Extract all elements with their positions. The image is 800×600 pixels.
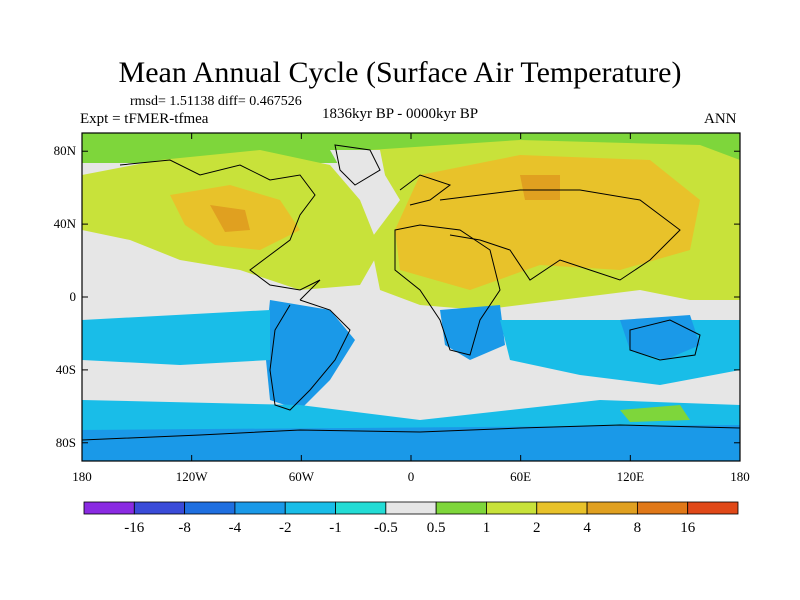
field-so-green	[620, 405, 690, 422]
field-greenland	[330, 150, 385, 185]
colorbar-swatch	[636, 501, 689, 515]
temperature-field	[82, 133, 740, 461]
colorbar-swatch	[435, 501, 487, 515]
coastlines	[82, 144, 740, 441]
lat-tick-label: 80N	[53, 143, 76, 159]
colorbar	[83, 501, 739, 515]
colorbar-swatch	[687, 501, 739, 515]
colorbar-label: -4	[228, 520, 242, 536]
field-africa-south	[440, 305, 505, 360]
colorbar-label: 8	[633, 520, 642, 536]
colorbar-label: 1	[482, 520, 491, 536]
colorbar-swatch	[536, 501, 588, 515]
colorbar-swatch	[83, 501, 135, 515]
colorbar-label: 2	[533, 520, 541, 536]
field-antarctica	[82, 425, 740, 461]
field-south-pacific	[82, 310, 270, 365]
colorbar-label: 4	[583, 520, 591, 536]
lat-tick-label: 0	[69, 289, 77, 304]
lon-tick-label: 60E	[510, 469, 532, 484]
colorbar-label: 0.5	[426, 520, 446, 536]
colorbar-label: 16	[680, 520, 696, 536]
colorbar-swatch	[234, 501, 286, 515]
field-eurasia-orange	[395, 155, 700, 290]
colorbar-label: -2	[278, 520, 292, 536]
lon-tick-label: 180	[72, 469, 92, 484]
colorbar-label: -1	[329, 520, 342, 536]
colorbar-swatch	[385, 501, 437, 515]
lon-tick-label: 0	[407, 469, 415, 484]
field-australia	[620, 315, 700, 360]
colorbar-label: -16	[124, 520, 145, 536]
lat-tick-label: 40N	[53, 216, 76, 232]
lon-tick-label: 60W	[288, 469, 314, 484]
map-title: Mean Annual Cycle (Surface Air Temperatu…	[118, 56, 682, 89]
lon-tick-label: 120E	[616, 469, 645, 484]
colorbar-swatch	[133, 501, 186, 515]
colorbar-swatch	[486, 501, 538, 515]
period-label: 1836kyr BP - 0000kyr BP	[322, 106, 479, 122]
lat-tick-label: 80S	[55, 434, 76, 450]
colorbar-swatch	[586, 501, 638, 515]
colorbar-swatch	[335, 501, 387, 515]
lat-tick-label: 40S	[55, 361, 76, 377]
colorbar-swatch	[184, 501, 236, 515]
lon-tick-label: 180	[730, 469, 750, 484]
lon-tick-label: 120W	[175, 469, 208, 484]
colorbar-swatch	[284, 501, 336, 515]
season-label: ANN	[704, 111, 737, 127]
field-eurasia-core	[520, 175, 560, 200]
axis-ticks	[81, 133, 741, 461]
colorbar-label: -8	[178, 520, 191, 536]
field-na-core	[210, 205, 250, 232]
field-south-america	[265, 300, 355, 410]
experiment-label: Expt = tFMER-tfmea	[80, 111, 209, 127]
colorbar-label: -0.5	[373, 520, 398, 536]
stats-text: rmsd= 1.51138 diff= 0.467526	[130, 94, 302, 109]
